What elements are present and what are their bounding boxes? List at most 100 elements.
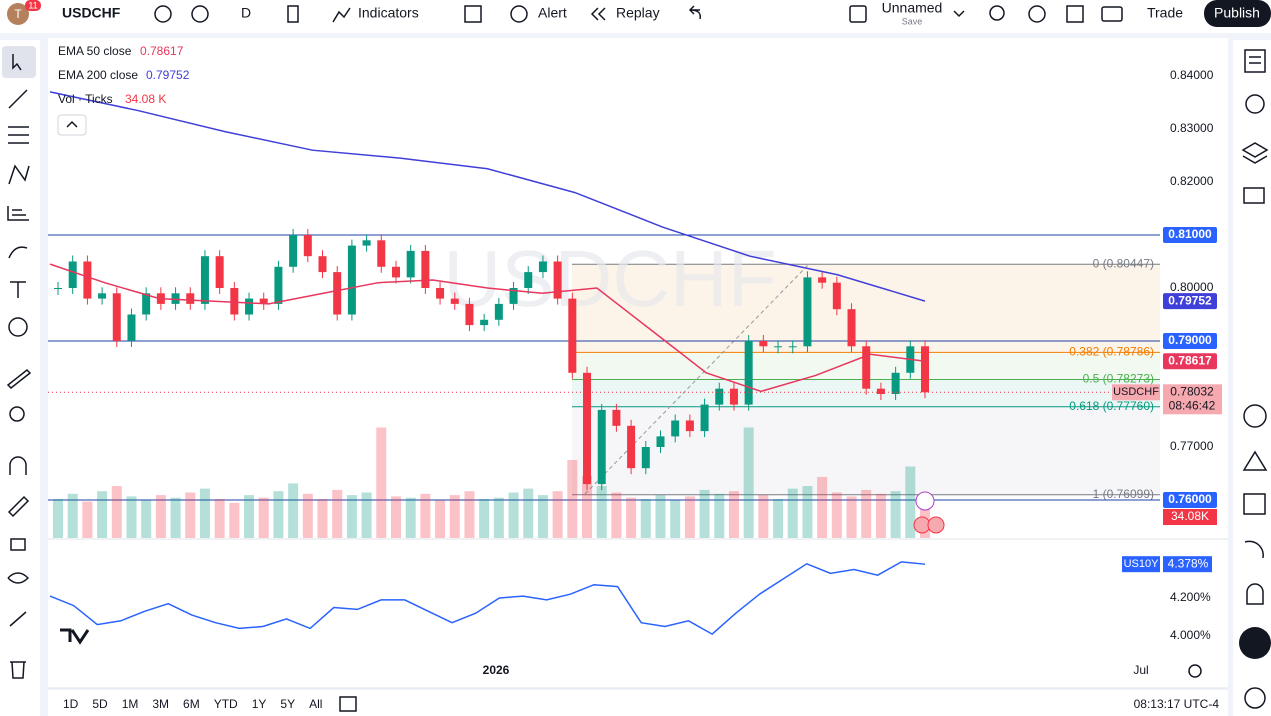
icon[interactable] (849, 5, 867, 23)
candle (480, 319, 489, 326)
candle (289, 234, 298, 267)
candle (465, 303, 474, 326)
us10y-line (49, 561, 926, 636)
candle (377, 240, 386, 267)
fib-label: 1 (0.76099) (1093, 487, 1154, 501)
candle (597, 409, 606, 485)
volume-bar (758, 495, 769, 538)
volume-bar (464, 491, 475, 538)
timeframe[interactable]: 1D (63, 697, 79, 711)
volume-bar (743, 427, 754, 538)
candle (391, 266, 400, 278)
undo[interactable] (688, 5, 702, 20)
timeframe[interactable]: 5Y (280, 697, 295, 711)
candle (494, 303, 503, 320)
volume-bar (699, 489, 710, 538)
publish-button[interactable]: Publish (1214, 5, 1260, 21)
candle (744, 340, 753, 405)
candle (200, 256, 209, 304)
volume-bar (405, 497, 416, 538)
candle (98, 293, 107, 299)
candle (891, 372, 900, 394)
icon[interactable] (154, 5, 172, 23)
candle (450, 298, 459, 304)
price-tag: 0.79752 (1168, 293, 1212, 307)
candle (347, 245, 356, 315)
candle (612, 409, 621, 426)
legend-value: 34.08 K (125, 92, 166, 106)
avatar[interactable] (7, 3, 29, 25)
apps-button[interactable] (1239, 627, 1271, 659)
icon[interactable] (287, 5, 299, 23)
fib-trend (584, 264, 809, 495)
event-marker[interactable] (915, 491, 935, 511)
icon[interactable] (191, 5, 209, 23)
icon[interactable] (332, 7, 351, 23)
candle (230, 287, 239, 315)
collapse-legend[interactable] (57, 114, 87, 136)
volume-bar (537, 495, 548, 538)
timeframe[interactable]: 1M (122, 697, 139, 711)
timeframe[interactable]: 5D (92, 697, 108, 711)
volume-bar (714, 493, 725, 538)
icon[interactable] (590, 7, 606, 21)
volume-bar (53, 499, 63, 538)
alert-button[interactable]: Alert (538, 5, 567, 21)
trade-button[interactable]: Trade (1147, 5, 1183, 21)
interval[interactable]: D (241, 5, 251, 21)
volume-bar (155, 495, 166, 538)
fib-zone (572, 264, 1160, 353)
timeframe[interactable]: 6M (183, 697, 200, 711)
volume-bar (684, 496, 695, 538)
volume-bar (875, 493, 886, 538)
candle (362, 240, 371, 246)
timeframe[interactable]: 1Y (252, 697, 267, 711)
candle (715, 388, 724, 405)
fib-label: 0 (0.80447) (1093, 256, 1154, 270)
event-marker[interactable] (927, 516, 945, 534)
candle (68, 261, 77, 288)
candle (583, 372, 592, 485)
legend-value: 0.79752 (146, 68, 190, 82)
icon[interactable] (1028, 5, 1046, 23)
icon[interactable] (1101, 6, 1123, 22)
volume-bar (846, 496, 857, 538)
settings[interactable] (1188, 664, 1202, 678)
volume-bar (170, 497, 181, 538)
replay-button[interactable]: Replay (616, 5, 660, 21)
symbol[interactable]: USDCHF (62, 5, 121, 21)
publish-bg[interactable] (1204, 0, 1271, 27)
volume-bar (435, 500, 446, 538)
y-tick-label: 0.83000 (1170, 121, 1214, 135)
volume-bar (332, 489, 343, 538)
volume-tag-bg (1163, 509, 1217, 525)
volume-bar (317, 499, 328, 538)
candle (803, 277, 812, 347)
volume-bar (111, 486, 122, 538)
candle (406, 250, 415, 278)
tool-icons (6, 49, 1269, 709)
price-tag-bg (1163, 226, 1217, 243)
tool-active[interactable] (2, 46, 36, 78)
candle (774, 346, 783, 348)
date-range-icon[interactable] (339, 696, 357, 712)
candle (538, 261, 547, 273)
indicators-button[interactable]: Indicators (358, 5, 419, 21)
candle (421, 250, 430, 288)
legend-value: 0.78617 (140, 44, 184, 58)
icon[interactable] (953, 10, 965, 18)
timeframe[interactable]: All (309, 697, 322, 711)
avatar-letter: T (14, 7, 22, 21)
icon[interactable] (1066, 5, 1084, 23)
icon[interactable] (464, 5, 482, 23)
timeframe[interactable]: 3M (152, 697, 169, 711)
icon[interactable] (989, 5, 1005, 21)
timeframe[interactable]: YTD (214, 697, 238, 711)
layout-name[interactable]: Unnamed (882, 0, 943, 16)
icon[interactable] (510, 5, 528, 23)
volume-bar (523, 488, 534, 538)
volume-bar (141, 500, 152, 538)
volume-bar (82, 501, 93, 538)
candle (729, 388, 738, 405)
